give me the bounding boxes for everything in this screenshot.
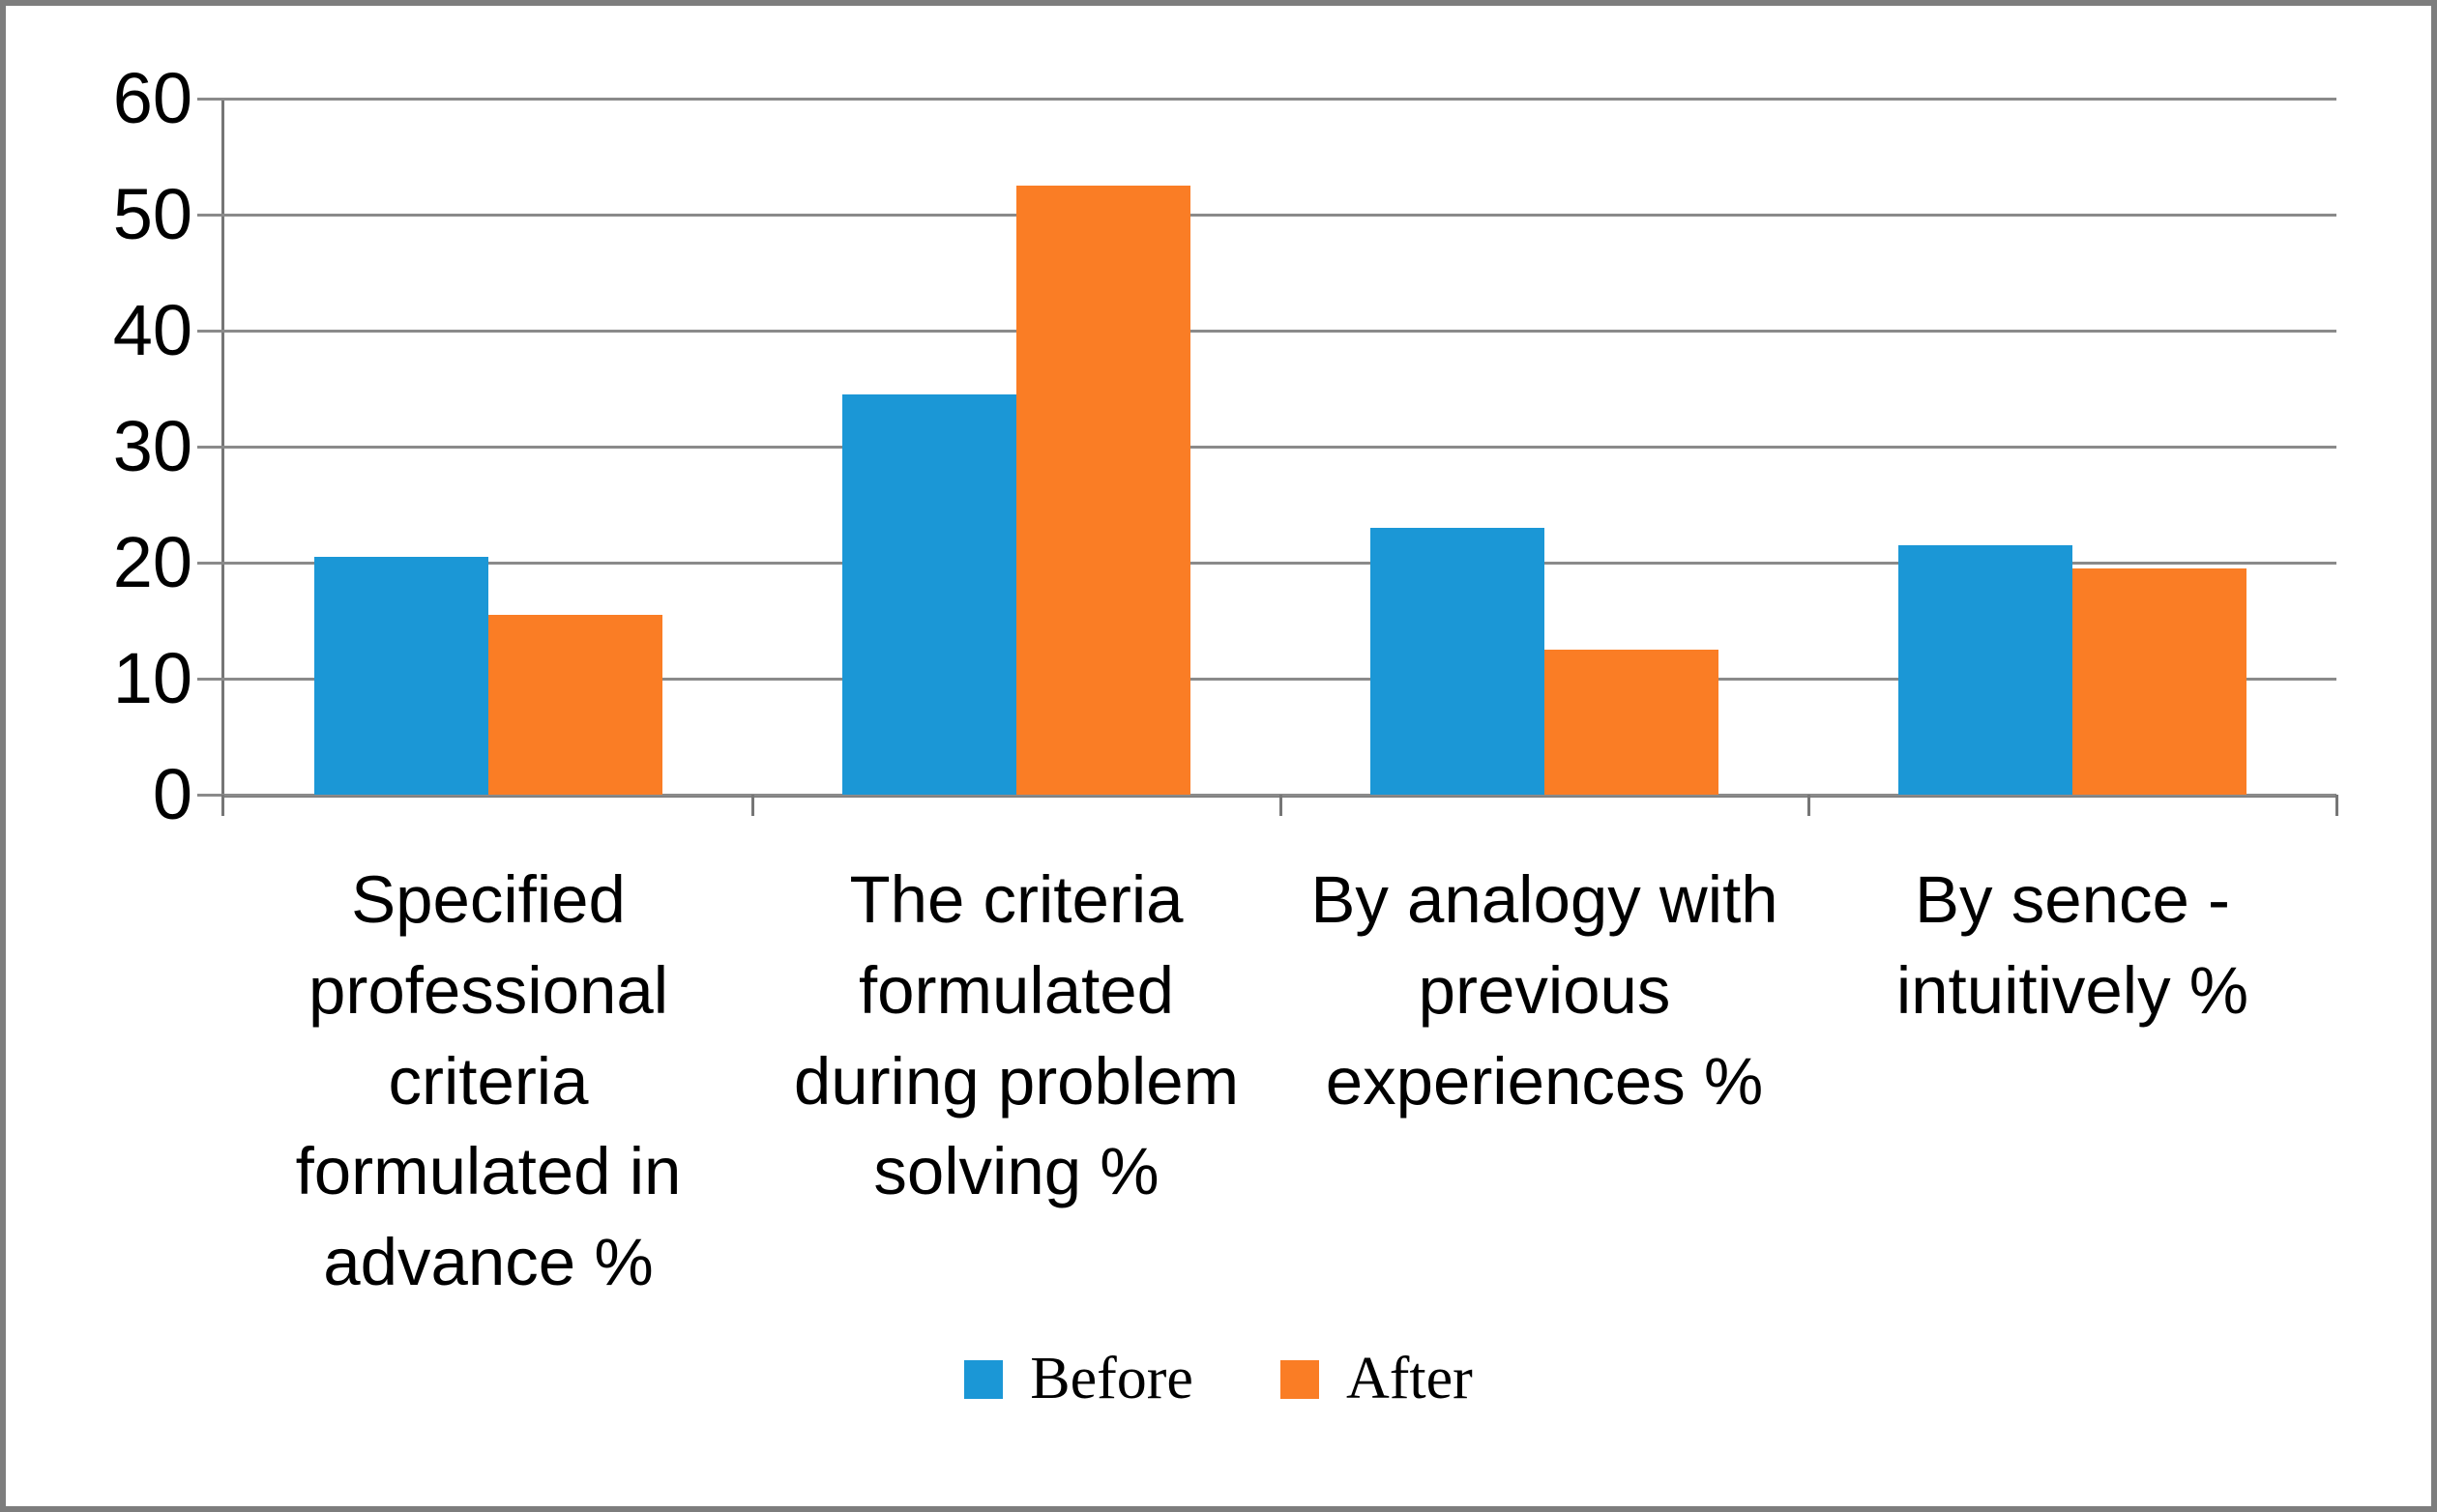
- legend: Before After: [6, 1345, 2431, 1413]
- bar-before-1: [314, 557, 488, 795]
- x-axis-tick-0: [221, 795, 224, 816]
- category-cell-3: By analogy with previous experiences %: [1280, 855, 1808, 1308]
- gridline-0: [197, 794, 2336, 797]
- x-axis-tick-3: [1807, 795, 1810, 816]
- category-axis-labels: Specified professional criteria formulat…: [224, 855, 2336, 1308]
- gridline-20: [197, 561, 2336, 565]
- bar-group-4: [1808, 99, 2336, 795]
- y-tick-label-60: 60: [112, 58, 192, 138]
- category-cell-2: The criteria formulated during problem s…: [752, 855, 1280, 1308]
- bar-group-3: [1280, 99, 1808, 795]
- y-tick-label-30: 30: [112, 406, 192, 486]
- bar-after-3: [1544, 650, 1718, 795]
- legend-swatch-before: [964, 1359, 1004, 1399]
- y-tick-label-20: 20: [112, 522, 192, 602]
- category-label-1: Specified professional criteria formulat…: [295, 862, 682, 1300]
- category-cell-4: By sence - intuitively %: [1808, 855, 2336, 1308]
- category-label-2: The criteria formulated during problem s…: [793, 862, 1240, 1209]
- bar-after-1: [488, 615, 662, 795]
- gridline-50: [197, 213, 2336, 217]
- bar-before-2: [842, 394, 1016, 795]
- x-axis-tick-2: [1279, 795, 1282, 816]
- gridline-60: [197, 98, 2336, 101]
- bars-layer: [224, 99, 2336, 795]
- x-axis-tick-1: [751, 795, 754, 816]
- gridline-10: [197, 678, 2336, 681]
- legend-label-after: After: [1345, 1346, 1473, 1411]
- bar-after-4: [2072, 568, 2246, 795]
- y-axis-tick-labels: 60 50 40 30 20 10 0: [9, 63, 192, 830]
- legend-swatch-after: [1279, 1359, 1319, 1399]
- category-label-4: By sence - intuitively %: [1895, 862, 2249, 1028]
- legend-item-before: Before: [964, 1345, 1193, 1413]
- plot-area: 60 50 40 30 20 10 0 Specified professional cri…: [113, 63, 2338, 1299]
- category-label-3: By analogy with previous experiences %: [1310, 862, 1778, 1119]
- bar-after-2: [1016, 186, 1190, 795]
- bar-before-4: [1898, 545, 2072, 795]
- legend-item-after: After: [1279, 1345, 1473, 1413]
- legend-label-before: Before: [1030, 1346, 1193, 1411]
- gridline-40: [197, 329, 2336, 333]
- bar-group-1: [224, 99, 752, 795]
- bar-before-3: [1370, 528, 1544, 795]
- gridline-30: [197, 446, 2336, 449]
- y-tick-label-50: 50: [112, 174, 192, 254]
- x-axis-tick-4: [2335, 795, 2338, 816]
- y-tick-label-0: 0: [152, 754, 192, 834]
- y-tick-label-40: 40: [112, 290, 192, 370]
- category-cell-1: Specified professional criteria formulat…: [224, 855, 752, 1308]
- y-tick-label-10: 10: [112, 638, 192, 718]
- bar-group-2: [752, 99, 1280, 795]
